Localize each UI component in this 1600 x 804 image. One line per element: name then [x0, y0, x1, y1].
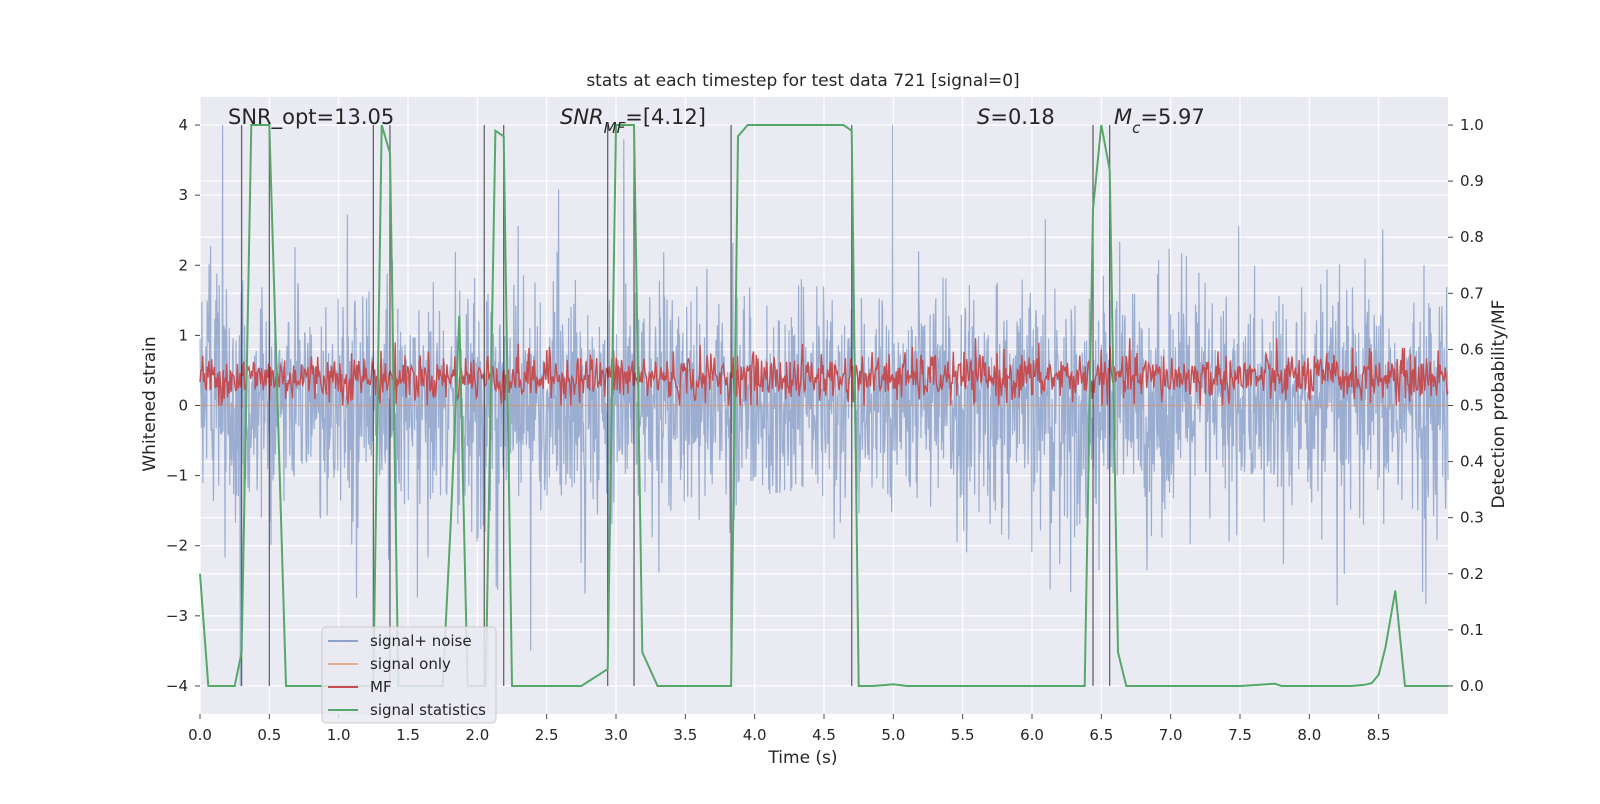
- annotation-s: S=0.18: [977, 105, 1055, 129]
- x-tick-label: 6.0: [1020, 726, 1044, 744]
- y-tick-label: −1: [166, 467, 188, 485]
- x-tick-label: 1.0: [327, 726, 351, 744]
- x-tick-label: 0.0: [188, 726, 212, 744]
- y-tick-label: 2: [178, 256, 188, 274]
- y-tick-label: 4: [178, 116, 188, 134]
- legend-label: signal+ noise: [370, 632, 472, 650]
- annotation-snr-opt: SNR_opt=13.05: [228, 105, 394, 130]
- x-tick-label: 7.5: [1228, 726, 1252, 744]
- series-mf-line: [199, 338, 1449, 406]
- y-right-tick-label: 0.1: [1460, 621, 1484, 639]
- annotation-snr-mf: SNRMF=[4.12]: [560, 105, 706, 137]
- y-tick-label: −3: [166, 607, 188, 625]
- y-right-tick-label: 0.8: [1460, 228, 1484, 246]
- legend-label: signal only: [370, 655, 451, 673]
- y-right-tick-label: 0.4: [1460, 453, 1484, 471]
- y-right-tick-label: 0.0: [1460, 677, 1484, 695]
- series-signal-noise-line: [199, 124, 1449, 687]
- x-tick-label: 4.0: [743, 726, 767, 744]
- annotation-mc: Mc=5.97: [1114, 105, 1205, 137]
- x-tick-label: 7.0: [1159, 726, 1183, 744]
- y-right-tick-label: 0.7: [1460, 284, 1484, 302]
- legend-box: [321, 626, 497, 724]
- x-tick-label: 3.0: [604, 726, 628, 744]
- x-tick-label: 5.5: [951, 726, 975, 744]
- y-tick-label: 3: [178, 186, 188, 204]
- legend-label: signal statistics: [370, 701, 486, 719]
- x-tick-label: 6.5: [1089, 726, 1113, 744]
- y-axis-right-label: Detection probability/MF: [1489, 300, 1509, 509]
- x-tick-label: 2.5: [535, 726, 559, 744]
- y-right-tick-label: 0.2: [1460, 565, 1484, 583]
- legend: signal+ noise signal only MF signal statist…: [321, 626, 497, 724]
- x-tick-label: 1.5: [396, 726, 420, 744]
- legend-label: MF: [370, 678, 392, 696]
- x-tick-label: 8.0: [1297, 726, 1321, 744]
- x-tick-label: 5.0: [881, 726, 905, 744]
- x-tick-label: 4.5: [812, 726, 836, 744]
- y-tick-label: −2: [166, 537, 188, 555]
- y-tick-label: −4: [166, 677, 188, 695]
- x-tick-label: 2.0: [465, 726, 489, 744]
- chart-title: stats at each timestep for test data 721…: [586, 71, 1019, 91]
- y-right-tick-label: 0.9: [1460, 172, 1484, 190]
- y-tick-label: 1: [178, 326, 188, 344]
- y-tick-label: 0: [178, 397, 188, 415]
- y-right-tick-label: 0.5: [1460, 397, 1484, 415]
- y-right-tick-label: 0.6: [1460, 340, 1484, 358]
- x-tick-label: 3.5: [673, 726, 697, 744]
- x-tick-label: 8.5: [1367, 726, 1391, 744]
- x-tick-label: 0.5: [257, 726, 281, 744]
- y-right-tick-label: 1.0: [1460, 116, 1484, 134]
- y-axis-label: Whitened strain: [140, 336, 160, 471]
- y-right-tick-label: 0.3: [1460, 509, 1484, 527]
- x-axis-label: Time (s): [767, 748, 837, 768]
